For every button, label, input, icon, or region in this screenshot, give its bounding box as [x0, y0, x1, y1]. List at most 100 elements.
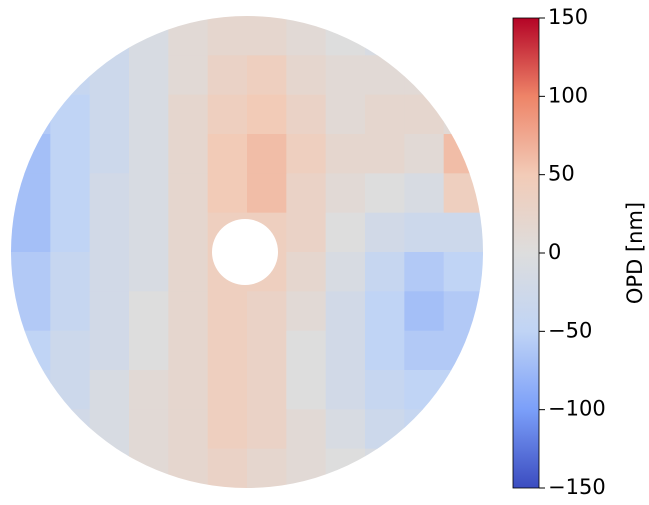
- map-cell: [404, 409, 445, 450]
- map-cell: [89, 330, 130, 371]
- map-cell: [404, 134, 445, 174]
- map-cell: [286, 94, 327, 135]
- map-cell: [129, 55, 169, 96]
- map-cell: [11, 134, 51, 174]
- map-cell: [443, 173, 483, 214]
- map-cell: [247, 16, 287, 56]
- map-cell: [168, 409, 209, 450]
- map-cell: [286, 134, 327, 174]
- map-cell: [365, 448, 405, 488]
- map-cell: [89, 16, 130, 56]
- map-cell: [168, 330, 209, 371]
- map-cell: [365, 173, 405, 214]
- map-cell: [443, 212, 483, 253]
- map-cell: [129, 330, 169, 371]
- map-cell: [129, 370, 169, 410]
- map-cell: [404, 291, 445, 332]
- map-cell: [11, 16, 51, 56]
- map-cell: [404, 212, 445, 253]
- map-cell: [286, 409, 327, 450]
- map-cell: [168, 291, 209, 332]
- map-cell: [50, 94, 91, 135]
- map-cell: [325, 370, 366, 410]
- map-cell: [404, 55, 445, 96]
- map-cell: [89, 134, 130, 174]
- map-cell: [404, 330, 445, 371]
- map-cell: [365, 134, 405, 174]
- map-cell: [129, 16, 169, 56]
- map-cell: [365, 370, 405, 410]
- map-cell: [50, 409, 91, 450]
- map-cell: [325, 16, 366, 56]
- map-cell: [247, 94, 287, 135]
- colorbar: [512, 17, 540, 489]
- map-cell: [286, 330, 327, 371]
- map-cell: [89, 252, 130, 292]
- map-cell: [89, 291, 130, 332]
- map-cell: [443, 409, 483, 450]
- map-cell: [50, 370, 91, 410]
- map-cell: [365, 212, 405, 253]
- map-cell: [129, 173, 169, 214]
- map-cell: [50, 330, 91, 371]
- map-cell: [168, 173, 209, 214]
- colorbar-label: OPD [nm]: [623, 202, 647, 304]
- map-cell: [129, 252, 169, 292]
- map-cell: [207, 55, 248, 96]
- map-cell: [207, 448, 248, 488]
- colorbar-tick-label: 50: [548, 162, 575, 186]
- map-cell: [325, 134, 366, 174]
- map-cell: [365, 94, 405, 135]
- map-cell: [207, 370, 248, 410]
- map-cell: [168, 134, 209, 174]
- map-cell: [247, 409, 287, 450]
- map-cell: [286, 173, 327, 214]
- map-cell: [286, 448, 327, 488]
- map-cell: [404, 16, 445, 56]
- map-cell: [129, 134, 169, 174]
- map-cell: [325, 448, 366, 488]
- colorbar-tick-label: 100: [548, 83, 588, 107]
- colorbar-tick-label: −100: [548, 397, 606, 421]
- map-cell: [11, 252, 51, 292]
- map-cell: [129, 448, 169, 488]
- map-cell: [11, 173, 51, 214]
- map-cell: [365, 16, 405, 56]
- map-cell: [89, 409, 130, 450]
- map-cell: [129, 291, 169, 332]
- map-cell: [50, 252, 91, 292]
- map-cell: [247, 173, 287, 214]
- map-cell: [207, 330, 248, 371]
- map-cell: [325, 55, 366, 96]
- map-cell: [325, 94, 366, 135]
- map-cell: [247, 448, 287, 488]
- map-cell: [207, 16, 248, 56]
- map-cell: [207, 291, 248, 332]
- map-cell: [89, 94, 130, 135]
- map-cell: [207, 173, 248, 214]
- map-cell: [443, 134, 483, 174]
- map-cell: [168, 16, 209, 56]
- map-cell: [286, 291, 327, 332]
- map-cell: [168, 448, 209, 488]
- colorbar-tick-label: −150: [548, 475, 606, 499]
- map-cell: [11, 409, 51, 450]
- map-cell: [50, 173, 91, 214]
- colorbar-tick-label: −50: [548, 318, 592, 342]
- map-cell: [129, 94, 169, 135]
- map-cell: [325, 291, 366, 332]
- map-cell: [50, 291, 91, 332]
- colorbar-tick-label: 150: [548, 5, 588, 29]
- map-cell: [286, 370, 327, 410]
- map-cell: [365, 291, 405, 332]
- map-cell: [11, 370, 51, 410]
- map-cell: [286, 55, 327, 96]
- map-cell: [325, 330, 366, 371]
- map-cell: [286, 212, 327, 253]
- map-cell: [50, 448, 91, 488]
- map-cell: [89, 212, 130, 253]
- map-cell: [207, 134, 248, 174]
- map-cell: [443, 448, 483, 488]
- map-cell: [443, 94, 483, 135]
- map-cell: [365, 252, 405, 292]
